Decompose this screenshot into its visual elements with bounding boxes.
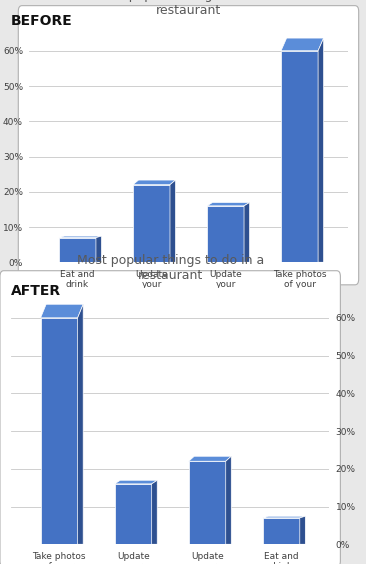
Polygon shape [318,38,324,262]
Bar [263,518,300,544]
Polygon shape [189,456,231,461]
Polygon shape [226,456,231,544]
Polygon shape [96,236,101,262]
Bar [189,461,226,544]
Polygon shape [133,180,176,185]
Text: BEFORE: BEFORE [11,14,73,28]
Polygon shape [41,304,83,318]
Bar [59,237,96,262]
Title: Most popular things to do in a
restaurant: Most popular things to do in a restauran… [76,254,264,283]
Polygon shape [263,516,305,518]
Bar [133,185,170,262]
Polygon shape [59,236,101,237]
Polygon shape [152,481,157,544]
Text: AFTER: AFTER [11,284,61,298]
Polygon shape [115,481,157,484]
Polygon shape [207,202,250,206]
Bar [41,318,78,544]
Polygon shape [244,202,250,262]
Polygon shape [78,304,83,544]
Polygon shape [300,516,305,544]
Bar [207,206,244,262]
Polygon shape [281,38,324,51]
Polygon shape [170,180,176,262]
Bar [281,51,318,262]
Title: Most popular things to do in a
restaurant: Most popular things to do in a restauran… [95,0,282,17]
Bar [115,484,152,544]
